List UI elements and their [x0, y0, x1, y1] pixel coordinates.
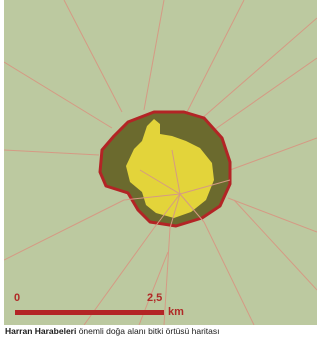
road-west [4, 149, 100, 156]
caption-text: önemli doğa alanı bitki örtüsü haritası [76, 327, 220, 336]
inner-road-south [169, 193, 181, 229]
map-canvas [4, 0, 317, 325]
road-north [143, 0, 165, 111]
road-north-west [63, 0, 123, 113]
road-east-upper [213, 57, 317, 131]
scale-bar [15, 310, 164, 315]
road-west-upper [4, 61, 113, 129]
map-caption: Harran Harabeleri önemli doğa alanı bitk… [5, 327, 317, 336]
road-south-east [203, 221, 255, 325]
map-frame: 0 2,5 km [4, 0, 317, 325]
road-south-west [83, 227, 155, 325]
inner-road-south-east [179, 193, 205, 223]
inner-roads [123, 149, 231, 229]
road-east [229, 137, 317, 171]
site-zones [98, 110, 232, 228]
inner-road-east [179, 179, 231, 195]
road-south [163, 227, 171, 325]
scale-start-label: 0 [14, 292, 21, 304]
road-north-east [185, 0, 245, 115]
caption-title: Harran Harabeleri [5, 327, 77, 336]
road-network [4, 0, 317, 325]
scale-mid-label: 2,5 [147, 292, 163, 304]
inner-vegetation-zone [126, 119, 214, 218]
road-west-lower [4, 199, 125, 261]
road-south-east-minor [233, 199, 317, 291]
inner-road-north [171, 149, 181, 195]
inner-road-south-west [153, 193, 181, 229]
inner-road-north-west [139, 169, 181, 195]
road-east-lower [227, 197, 317, 233]
road-north-east-minor [199, 17, 317, 121]
scale-unit-label: km [168, 306, 184, 318]
inner-road-west [123, 193, 181, 201]
